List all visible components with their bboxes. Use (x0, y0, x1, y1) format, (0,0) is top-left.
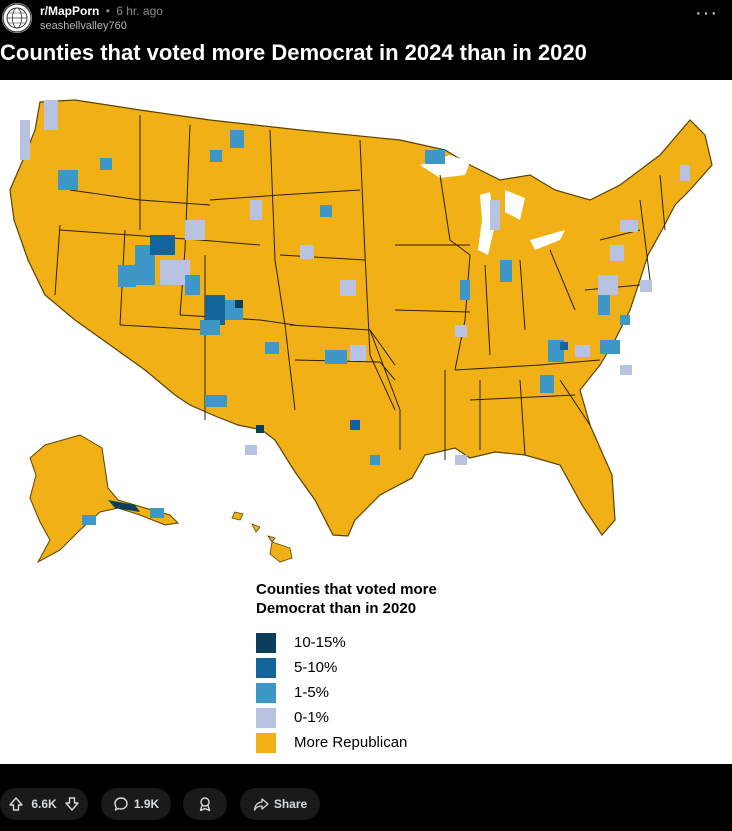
meta-separator: • (105, 4, 110, 18)
legend-label: 10-15% (294, 634, 346, 651)
share-button[interactable]: Share (240, 788, 320, 820)
post-title[interactable]: Counties that voted more Democrat in 202… (0, 40, 587, 65)
hawaii-islands (231, 511, 293, 563)
downvote-arrow-icon (65, 797, 79, 811)
legend-item: 0-1% (256, 705, 496, 730)
alaska-west-shift (82, 515, 96, 525)
downvote-button[interactable] (64, 796, 80, 812)
post-action-bar: 6.6K 1.9K Share (0, 788, 732, 820)
award-button[interactable] (183, 788, 227, 820)
comment-bubble-icon (114, 797, 128, 811)
upvote-arrow-icon (9, 797, 23, 811)
share-arrow-icon (253, 798, 269, 811)
legend-title-line1: Counties that voted more (256, 581, 437, 598)
upvote-button[interactable] (8, 796, 24, 812)
globe-seal-icon (2, 3, 32, 33)
legend-list: 10-15% 5-10% 1-5% 0-1% More Republican (256, 630, 496, 755)
more-options-button[interactable]: ··· (695, 2, 718, 24)
subreddit-avatar[interactable] (2, 3, 32, 33)
post-image[interactable]: Counties that voted more Democrat than i… (0, 80, 732, 764)
legend-swatch (256, 632, 276, 653)
alaska-southeast-shift (108, 500, 140, 512)
post-meta: r/MapPorn • 6 hr. ago (40, 4, 163, 18)
vote-count: 6.6K (31, 797, 57, 811)
vote-control: 6.6K (0, 788, 88, 820)
subreddit-link[interactable]: r/MapPorn (40, 4, 100, 18)
legend-swatch (256, 657, 276, 678)
author-link[interactable]: seashellvalley760 (40, 20, 127, 32)
lake-superior (420, 155, 470, 178)
legend-label: 1-5% (294, 684, 330, 701)
legend-label: 5-10% (294, 659, 338, 676)
post-time: 6 hr. ago (116, 4, 163, 18)
lake-erie (530, 230, 565, 250)
map-legend: Counties that voted more Democrat than i… (256, 580, 496, 755)
alaska-landmass (29, 434, 180, 564)
comments-button[interactable]: 1.9K (101, 788, 171, 820)
legend-swatch (256, 732, 276, 753)
lake-huron (505, 190, 525, 220)
legend-swatch (256, 707, 276, 728)
alaska-panhandle-shift (150, 508, 164, 518)
legend-item: 5-10% (256, 655, 496, 680)
contiguous-us-landmass (9, 99, 713, 537)
us-county-map (9, 99, 713, 564)
legend-item: More Republican (256, 730, 496, 755)
legend-item: 1-5% (256, 680, 496, 705)
legend-title-line2: Democrat than in 2020 (256, 600, 417, 617)
legend-label: 0-1% (294, 709, 330, 726)
legend-item: 10-15% (256, 630, 496, 655)
award-ribbon-icon (199, 797, 211, 812)
post-header: r/MapPorn • 6 hr. ago seashellvalley760 … (0, 0, 732, 40)
state-borders (54, 115, 666, 460)
legend-label: More Republican (294, 734, 408, 751)
county-shift-marks (20, 100, 690, 465)
comment-count: 1.9K (133, 797, 160, 811)
legend-swatch (256, 682, 276, 703)
share-label: Share (273, 797, 308, 811)
